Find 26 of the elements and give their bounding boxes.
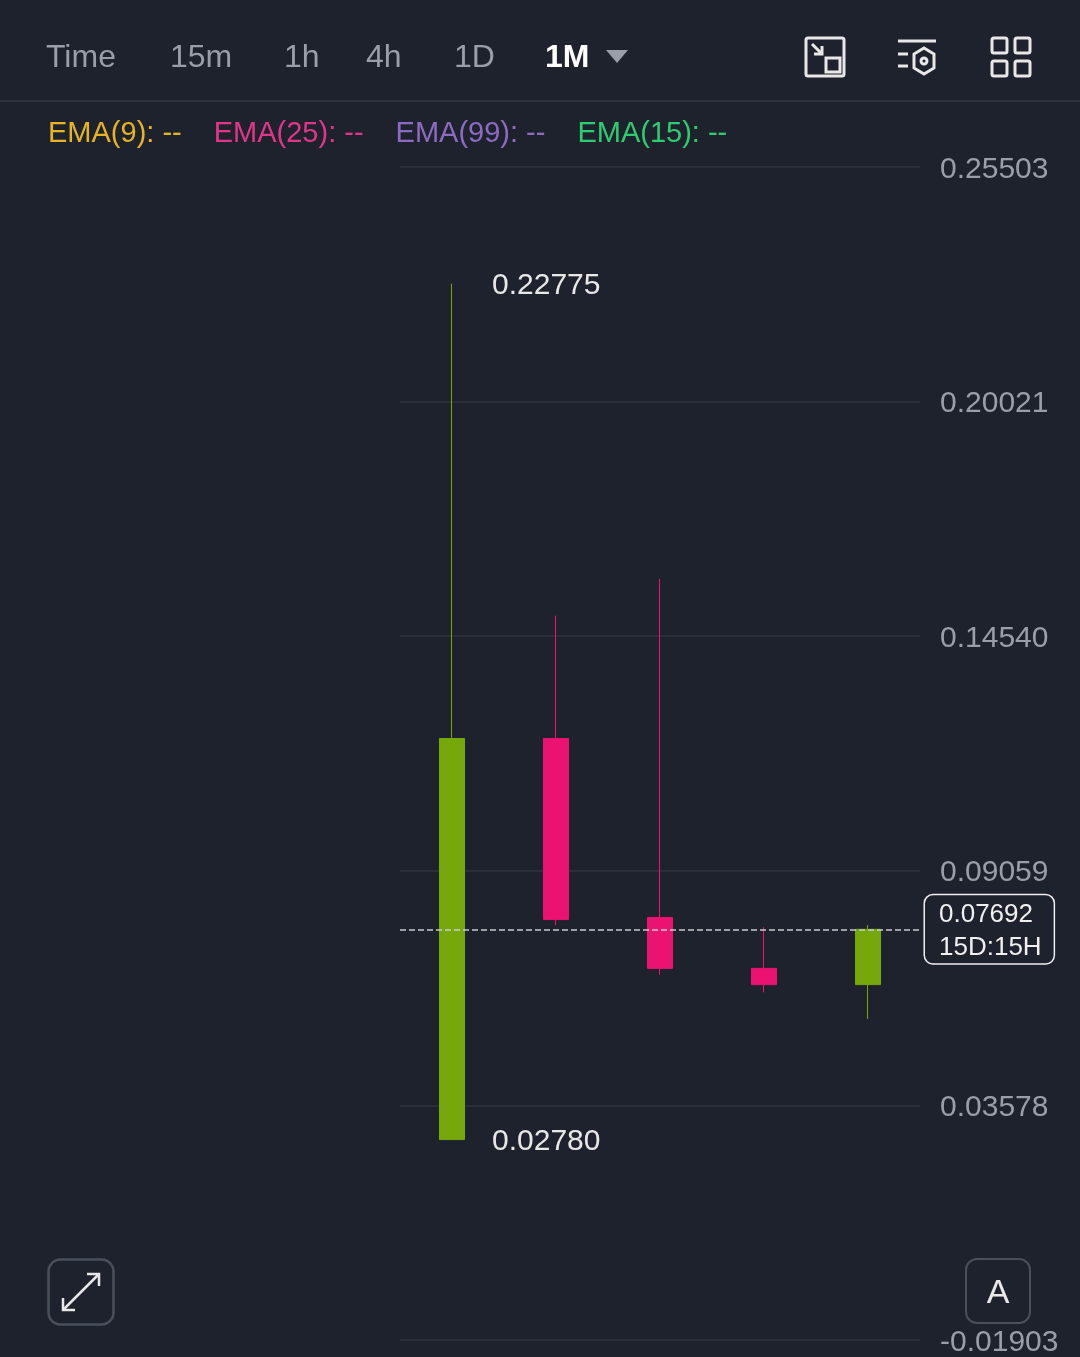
candlestick [439,283,465,1141]
y-tick-label: 0.25503 [940,150,1049,184]
y-tick-label: 0.09059 [940,854,1049,888]
text: 15m [170,38,233,75]
text: EMA(99): -- [395,116,546,149]
text: EMA(15): -- [577,116,728,149]
y-tick-label: -0.01903 [940,1323,1059,1357]
text: A [965,1258,1031,1324]
text: 1h [284,38,320,75]
text: EMA(25): -- [213,116,364,149]
text: EMA(9): -- [48,116,182,149]
y-tick-label: 0.03578 [940,1088,1049,1122]
candlestick [855,924,881,1020]
text: 4h [366,38,402,75]
text: Time [46,38,116,75]
text: 1D [454,38,495,75]
ref-line-label: 0.07692 [939,897,1033,928]
annotation: 0.02780 [492,1123,601,1157]
text: 15D:15H [939,930,1042,961]
y-tick-label: 0.14540 [940,619,1049,653]
text: 1M [545,38,590,75]
annotation: 0.22775 [492,267,601,301]
candlestick [647,578,673,976]
y-tick-label: 0.20021 [940,385,1049,419]
candlestick [751,926,777,993]
candlestick [543,615,569,926]
